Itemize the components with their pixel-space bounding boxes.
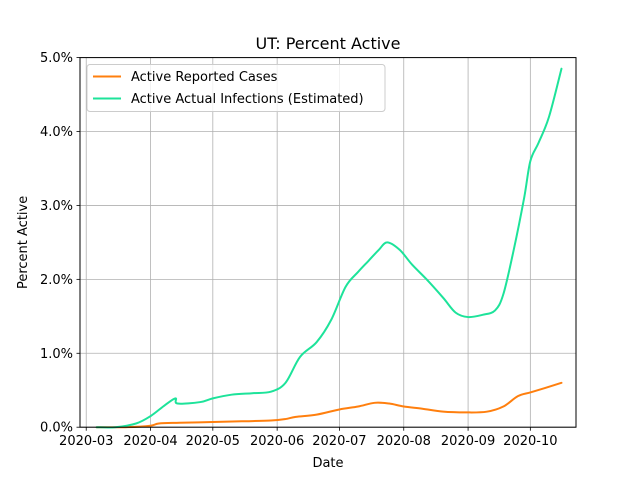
y-tick-label: 5.0% <box>40 51 73 66</box>
series-line-2 <box>95 67 563 429</box>
x-tick-label: 2020-08 <box>377 434 431 449</box>
x-axis-label: Date <box>312 456 343 471</box>
legend: Active Reported Cases Active Actual Infec… <box>86 64 386 112</box>
y-tick-label: 0.0% <box>40 421 73 436</box>
series-lines <box>95 67 563 429</box>
legend-label-2: Active Actual Infections (Estimated) <box>131 92 364 107</box>
y-axis-label: Percent Active <box>16 196 31 289</box>
chart-title: UT: Percent Active <box>256 34 401 53</box>
legend-label-1: Active Reported Cases <box>131 70 278 85</box>
y-tick-label: 2.0% <box>40 273 73 288</box>
legend-box <box>86 64 386 112</box>
x-tick-label: 2020-09 <box>441 434 495 449</box>
y-tick-label: 3.0% <box>40 199 73 214</box>
y-tick-label: 1.0% <box>40 347 73 362</box>
x-tick-label: 2020-06 <box>250 434 304 449</box>
x-tick-label: 2020-04 <box>123 434 177 449</box>
x-tick-label: 2020-05 <box>186 434 240 449</box>
series-line-1 <box>95 381 563 429</box>
plot-frame <box>79 57 577 428</box>
axis-ticks: 2020-03 2020-04 2020-05 2020-06 2020-07 2020-… <box>40 51 558 449</box>
x-tick-label: 2020-03 <box>59 434 113 449</box>
plot-area <box>80 57 576 428</box>
x-tick-label: 2020-07 <box>312 434 366 449</box>
x-tick-label: 2020-10 <box>503 434 557 449</box>
y-tick-label: 4.0% <box>40 125 73 140</box>
